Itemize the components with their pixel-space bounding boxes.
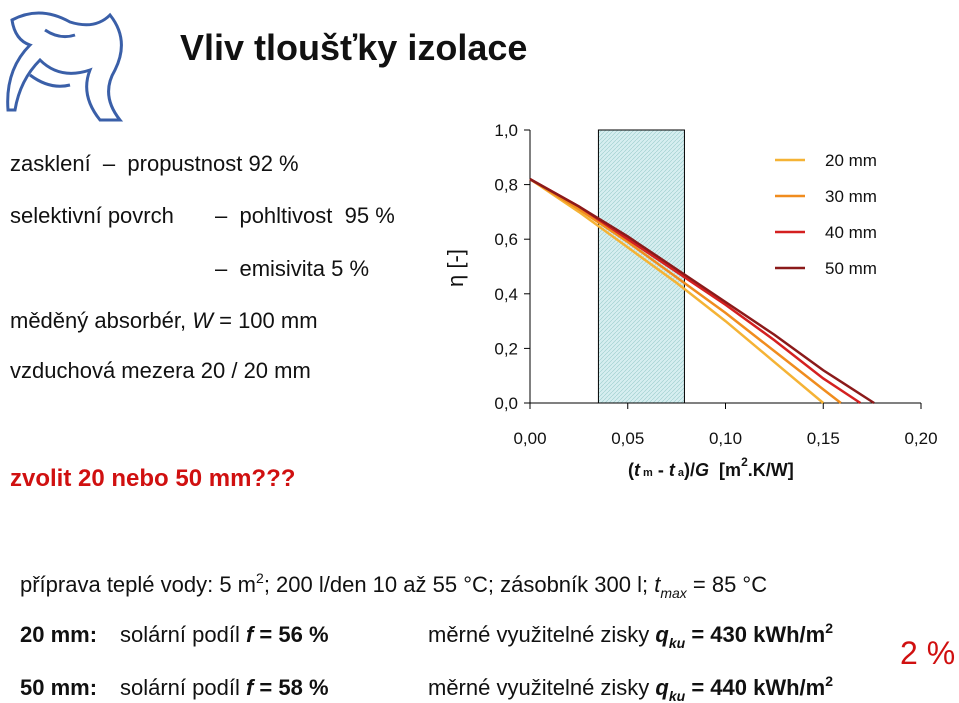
- question: zvolit 20 nebo 50 mm???: [10, 465, 295, 492]
- row-sub: ku: [669, 688, 686, 703]
- row-part: měrné využitelné zisky: [428, 622, 655, 647]
- y-tick-label: 0,8: [494, 176, 518, 195]
- note-part: t: [654, 572, 661, 597]
- x-label-part: -: [653, 460, 669, 480]
- row-part: = 58 %: [253, 675, 328, 700]
- x-axis-label: (t m - t a)/G [m2.K/W]: [628, 455, 794, 480]
- row-part: = 56 %: [253, 622, 328, 647]
- row-part: solární podíl: [120, 622, 246, 647]
- y-axis-label: η [-]: [443, 249, 468, 287]
- plot: 0,0 0,2 0,4 0,6 0,8 1,0 0,00 0,05 0,10 0,15 0,20 20…: [494, 121, 937, 448]
- legend-label: 30 mm: [825, 187, 877, 206]
- spec: – emisivita 5 %: [215, 256, 369, 281]
- row-text: měrné využitelné zisky qku = 440 kWh/m2: [428, 673, 833, 703]
- x-label-part: )/: [684, 460, 695, 480]
- legend-label: 20 mm: [825, 151, 877, 170]
- note-part: příprava teplé vody: 5 m: [20, 572, 256, 597]
- x-label-part: t: [634, 460, 641, 480]
- x-tick-label: 0,20: [904, 429, 937, 448]
- result-rows: 20 mm: solární podíl f = 56 % měrné využ…: [20, 620, 833, 703]
- note: příprava teplé vody: 5 m2; 200 l/den 10 …: [20, 570, 767, 601]
- x-tick-label: 0,15: [807, 429, 840, 448]
- x-label-part: G: [695, 460, 709, 480]
- spec-part: měděný absorbér,: [10, 308, 192, 333]
- x-label-part: a: [675, 467, 685, 479]
- spec: selektivní povrch: [10, 203, 174, 228]
- legend-label: 40 mm: [825, 223, 877, 242]
- y-tick-label: 1,0: [494, 121, 518, 140]
- legend-label: 50 mm: [825, 259, 877, 278]
- spec-part: = 100 mm: [213, 308, 318, 333]
- y-tick-label: 0,4: [494, 285, 518, 304]
- row-sub: ku: [669, 635, 686, 651]
- x-label-sup: 2: [741, 455, 748, 469]
- note-part: = 85 °C: [687, 572, 767, 597]
- row-part: q: [655, 675, 669, 700]
- row-text: solární podíl f = 56 %: [120, 622, 329, 647]
- y-tick-label: 0,2: [494, 339, 518, 358]
- row-part: = 430 kWh/m: [685, 622, 825, 647]
- row-label: 20 mm:: [20, 622, 97, 647]
- x-label-part: (: [628, 460, 634, 480]
- spec-part: W: [192, 308, 215, 333]
- row-label: 50 mm:: [20, 675, 97, 700]
- row-part: q: [655, 622, 669, 647]
- series-line: [529, 178, 875, 405]
- logo: [6, 11, 124, 122]
- row-part: f: [246, 622, 256, 647]
- row-text: měrné využitelné zisky qku = 430 kWh/m2: [428, 620, 833, 651]
- spec: zasklení – propustnost 92 %: [10, 151, 299, 176]
- row-text: solární podíl f = 58 %: [120, 675, 329, 700]
- note-sup: 2: [256, 570, 264, 586]
- series-line: [529, 178, 825, 404]
- difference: 2 %: [900, 635, 955, 671]
- title: Vliv tloušťky izolace: [180, 27, 527, 68]
- note-part: ; 200 l/den 10 až 55 °C; zásobník 300 l;: [264, 572, 654, 597]
- row-part: solární podíl: [120, 675, 246, 700]
- row-part: = 440 kWh/m: [685, 675, 825, 700]
- row-sup: 2: [825, 673, 833, 689]
- y-tick-label: 0,6: [494, 230, 518, 249]
- series-line: [529, 178, 842, 404]
- row-part: f: [246, 675, 256, 700]
- spec: – pohltivost 95 %: [215, 203, 395, 228]
- row-part: měrné využitelné zisky: [428, 675, 655, 700]
- row-sup: 2: [825, 620, 833, 636]
- spec: měděný absorbér, W = 100 mm: [10, 308, 318, 333]
- x-tick-label: 0,10: [709, 429, 742, 448]
- y-tick-label: 0,0: [494, 394, 518, 413]
- note-sub: max: [660, 585, 687, 601]
- spec: vzduchová mezera 20 / 20 mm: [10, 358, 311, 383]
- x-tick-label: 0,05: [611, 429, 644, 448]
- x-label-part: .K/W]: [748, 460, 794, 480]
- x-label-part: [m: [709, 460, 741, 480]
- x-label-part: m: [640, 467, 653, 479]
- x-tick-label: 0,00: [513, 429, 546, 448]
- x-label-part: t: [669, 460, 676, 480]
